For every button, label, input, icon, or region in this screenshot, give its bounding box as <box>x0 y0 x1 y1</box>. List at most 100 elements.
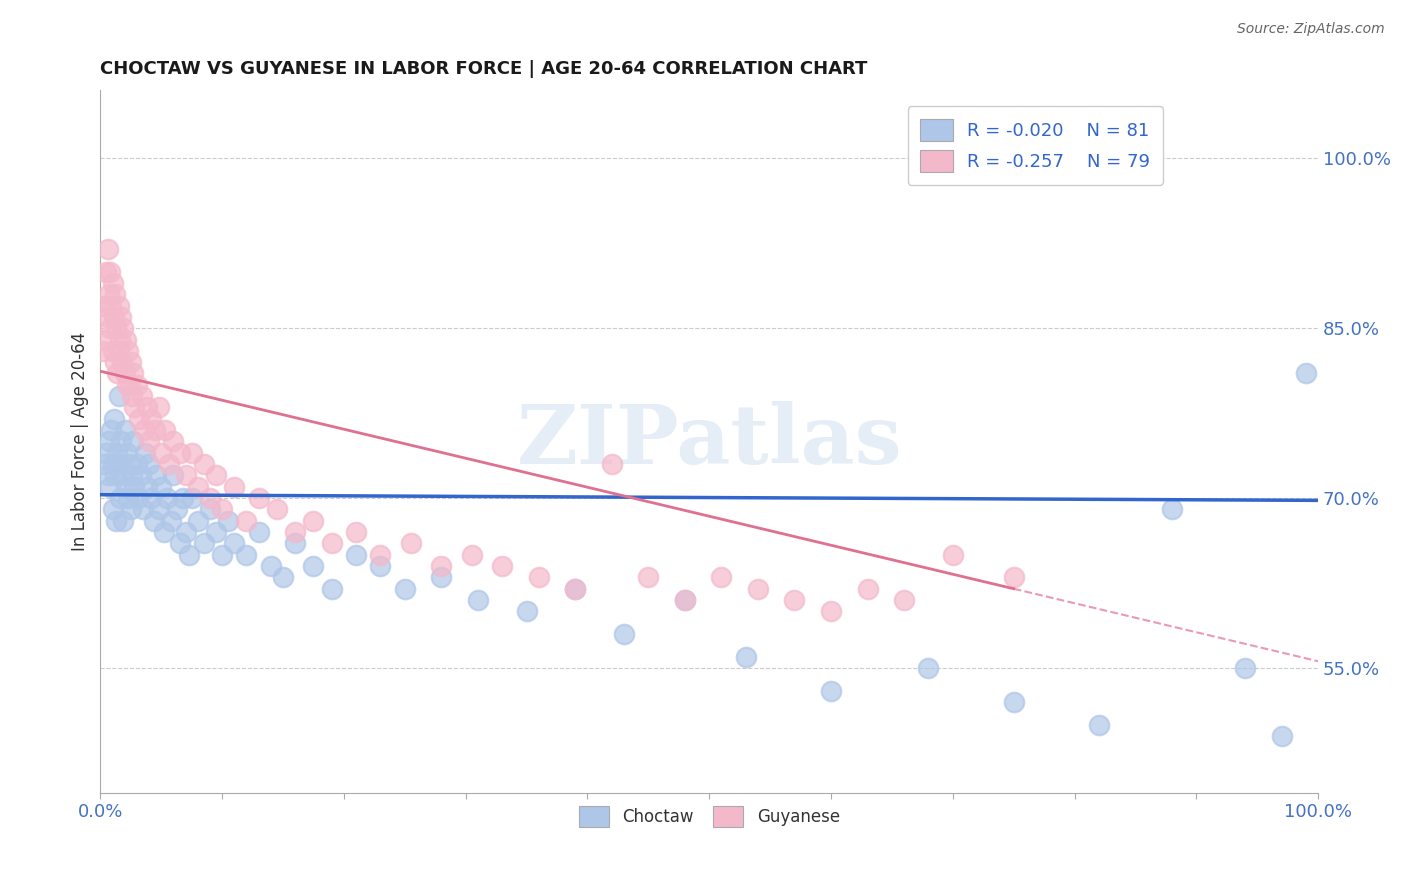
Point <box>516 604 538 618</box>
Point <box>101 276 124 290</box>
Point <box>1161 502 1184 516</box>
Point <box>115 480 138 494</box>
Text: Source: ZipAtlas.com: Source: ZipAtlas.com <box>1237 22 1385 37</box>
Point <box>235 514 257 528</box>
Point <box>111 355 134 369</box>
Point <box>94 333 117 347</box>
Point <box>166 502 188 516</box>
Point <box>430 570 453 584</box>
Point <box>344 548 367 562</box>
Point <box>118 377 141 392</box>
Point <box>193 457 215 471</box>
Y-axis label: In Labor Force | Age 20-64: In Labor Force | Age 20-64 <box>72 332 89 551</box>
Point <box>302 514 325 528</box>
Point <box>107 457 129 471</box>
Point <box>157 457 180 471</box>
Point <box>98 480 121 494</box>
Point <box>118 457 141 471</box>
Point <box>96 446 118 460</box>
Point <box>180 491 202 505</box>
Point <box>107 389 129 403</box>
Point <box>491 559 513 574</box>
Point <box>370 548 392 562</box>
Point <box>564 582 586 596</box>
Point <box>211 548 233 562</box>
Point <box>153 423 176 437</box>
Point <box>224 480 246 494</box>
Point <box>103 310 125 324</box>
Point <box>142 514 165 528</box>
Point <box>121 389 143 403</box>
Point <box>108 491 131 505</box>
Point <box>205 468 228 483</box>
Point <box>107 299 129 313</box>
Point <box>101 457 124 471</box>
Point <box>394 582 416 596</box>
Point <box>399 536 422 550</box>
Text: CHOCTAW VS GUYANESE IN LABOR FORCE | AGE 20-64 CORRELATION CHART: CHOCTAW VS GUYANESE IN LABOR FORCE | AGE… <box>100 60 868 78</box>
Point <box>120 355 142 369</box>
Point <box>124 401 146 415</box>
Point <box>193 536 215 550</box>
Point <box>105 321 128 335</box>
Point <box>198 491 221 505</box>
Point <box>187 480 209 494</box>
Point <box>180 446 202 460</box>
Point <box>135 401 157 415</box>
Point <box>211 502 233 516</box>
Point <box>127 491 149 505</box>
Point <box>856 582 879 596</box>
Point <box>104 355 127 369</box>
Point <box>284 525 307 540</box>
Point <box>564 582 586 596</box>
Point <box>107 343 129 358</box>
Point <box>247 491 270 505</box>
Point <box>121 468 143 483</box>
Point <box>169 446 191 460</box>
Point <box>169 536 191 550</box>
Point <box>114 367 136 381</box>
Point <box>1271 729 1294 743</box>
Point <box>467 593 489 607</box>
Point <box>96 264 118 278</box>
Point <box>134 446 156 460</box>
Point <box>527 570 550 584</box>
Point <box>97 434 120 449</box>
Point <box>91 343 114 358</box>
Point <box>1234 661 1257 675</box>
Point <box>1002 570 1025 584</box>
Point <box>235 548 257 562</box>
Point <box>98 321 121 335</box>
Point <box>156 491 179 505</box>
Point <box>321 536 343 550</box>
Point <box>129 468 152 483</box>
Point <box>162 468 184 483</box>
Point <box>942 548 965 562</box>
Point <box>174 525 197 540</box>
Point <box>174 468 197 483</box>
Point <box>117 343 139 358</box>
Point <box>131 389 153 403</box>
Point <box>344 525 367 540</box>
Point <box>135 480 157 494</box>
Point <box>108 333 131 347</box>
Point <box>132 502 155 516</box>
Point <box>122 434 145 449</box>
Point <box>148 502 170 516</box>
Point <box>143 423 166 437</box>
Point <box>93 299 115 313</box>
Point <box>122 367 145 381</box>
Point <box>205 525 228 540</box>
Point <box>150 446 173 460</box>
Point <box>1002 695 1025 709</box>
Point <box>461 548 484 562</box>
Point <box>105 514 128 528</box>
Point <box>820 604 842 618</box>
Text: ZIPatlas: ZIPatlas <box>516 401 903 482</box>
Point <box>247 525 270 540</box>
Point <box>266 502 288 516</box>
Point <box>105 446 128 460</box>
Point <box>110 434 132 449</box>
Point <box>150 480 173 494</box>
Point <box>820 683 842 698</box>
